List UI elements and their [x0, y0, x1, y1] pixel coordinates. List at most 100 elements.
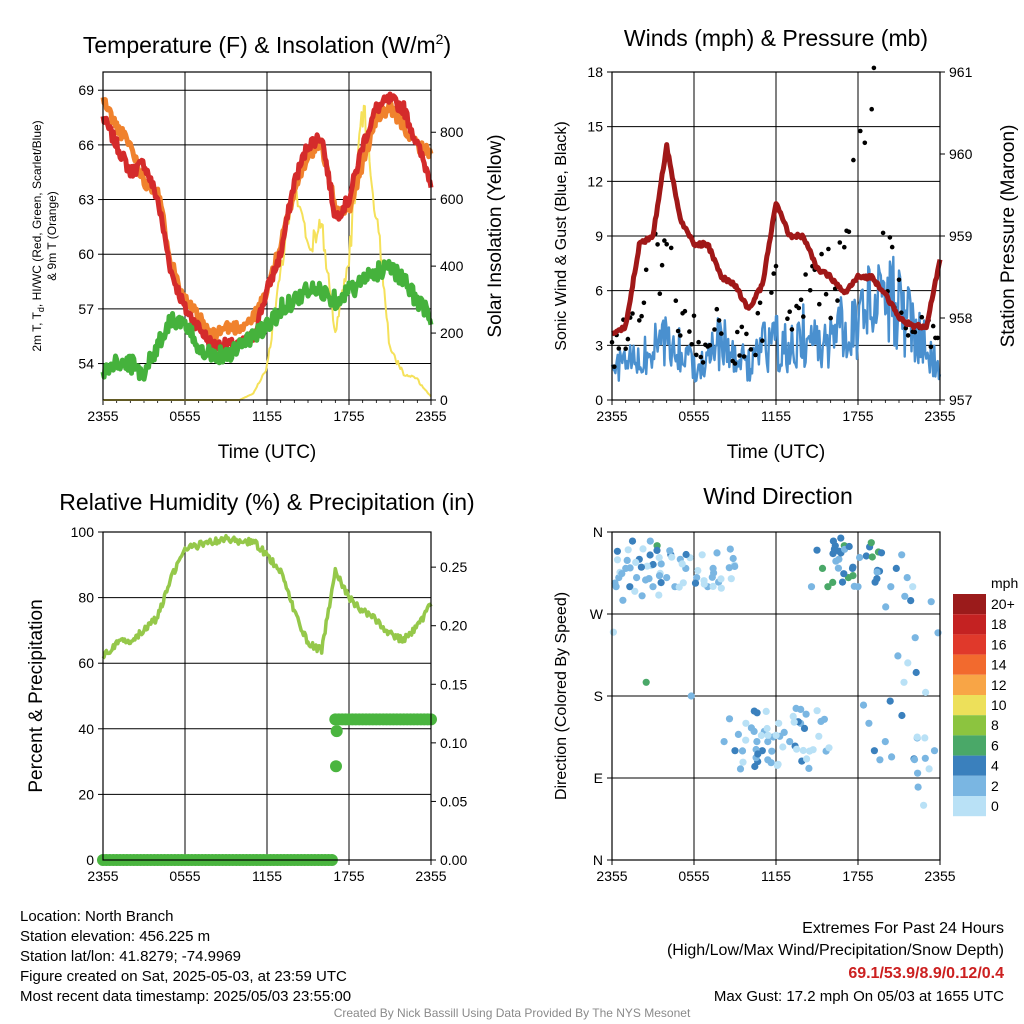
direction-point — [767, 759, 775, 767]
direction-point — [914, 769, 922, 777]
direction-point — [904, 659, 912, 667]
gust-point — [625, 336, 631, 342]
y2-tick-label: 200 — [440, 325, 464, 341]
y-axis-label: Sonic Wind & Gust (Blue, Black) — [553, 121, 570, 350]
direction-point — [825, 744, 833, 752]
direction-point — [876, 756, 884, 764]
gust-point — [785, 316, 790, 322]
x-axis-label: Time (UTC) — [218, 442, 317, 463]
x-tick-label: 2355 — [415, 868, 446, 884]
direction-point — [709, 582, 717, 591]
y-axis-label: Direction (Colored By Speed) — [553, 592, 570, 800]
direction-point — [913, 733, 921, 741]
gust-point — [801, 314, 806, 319]
colorbar-swatch — [953, 755, 986, 776]
direction-point — [898, 551, 906, 559]
gust-point — [737, 353, 742, 358]
y-tick-label: 9 — [595, 228, 603, 244]
colorbar-swatch — [953, 594, 986, 615]
y-tick-label: 18 — [587, 64, 603, 80]
panel-title: Wind Direction — [703, 483, 853, 509]
direction-point — [800, 724, 809, 733]
direction-point — [663, 574, 671, 582]
gust-point — [659, 262, 665, 268]
gust-point — [716, 318, 722, 323]
direction-point — [802, 710, 810, 718]
gust-point — [664, 242, 669, 247]
gust-point — [828, 315, 833, 321]
y-tick-label: 57 — [78, 301, 94, 317]
direction-point — [849, 563, 857, 571]
gust-point — [935, 335, 940, 341]
direction-point — [642, 678, 650, 686]
gust-point — [668, 245, 674, 251]
direction-point — [807, 583, 816, 591]
direction-point — [886, 697, 894, 705]
direction-point — [623, 556, 631, 565]
gust-point — [655, 242, 660, 247]
gust-point — [682, 308, 688, 314]
latlon-text: Station lat/lon: 41.8279; -74.9969 — [20, 948, 242, 965]
direction-point — [637, 563, 646, 571]
x-tick-label: 2355 — [596, 868, 627, 884]
x-tick-label: 2355 — [924, 408, 955, 424]
direction-point — [900, 678, 908, 686]
gust-point — [678, 333, 683, 338]
direction-point — [832, 557, 840, 565]
direction-point — [845, 542, 853, 551]
credit-text: Created By Nick Bassill Using Data Provi… — [333, 1006, 691, 1020]
gust-point — [662, 238, 667, 243]
location-text: Location: North Branch — [20, 908, 174, 925]
direction-point — [772, 731, 780, 739]
direction-point — [657, 560, 665, 568]
direction-point — [738, 747, 747, 755]
plot-border — [102, 531, 432, 861]
gust-point — [689, 342, 694, 347]
colorbar-swatch — [953, 695, 986, 716]
gust-point — [616, 346, 622, 351]
y2-tick-label: 959 — [949, 228, 973, 244]
direction-point — [868, 553, 876, 561]
gust-point — [757, 300, 763, 306]
colorbar-label: 20+ — [991, 596, 1015, 612]
y-tick-label: 0 — [86, 852, 94, 868]
gust-point — [871, 65, 877, 71]
direction-point — [813, 546, 821, 554]
x-tick-label: 0555 — [678, 868, 709, 884]
y2-tick-label: 958 — [949, 310, 973, 326]
direction-point — [786, 738, 794, 746]
y2-tick-label: 0.15 — [440, 676, 467, 692]
y-tick-label: 40 — [78, 721, 94, 737]
gust-point — [858, 128, 863, 134]
created-text: Figure created on Sat, 2025-05-03, at 23… — [20, 968, 347, 985]
gust-point — [817, 301, 822, 307]
direction-point — [834, 564, 843, 572]
gust-point — [741, 354, 747, 359]
direction-point — [920, 801, 928, 809]
y-tick-label: N — [593, 852, 603, 868]
x-tick-label: 1755 — [333, 868, 364, 884]
direction-point — [750, 727, 758, 736]
direction-point — [877, 549, 886, 557]
y-tick-label: 0 — [595, 392, 603, 408]
direction-point — [639, 545, 647, 553]
gust-point — [707, 342, 713, 348]
series-line-relative-humidity — [101, 533, 433, 660]
colorbar-label: 18 — [991, 616, 1007, 632]
y-axis-label-line2: & 9m T (Orange) — [45, 191, 59, 281]
extremes-description: (High/Low/Max Wind/Precipitation/Snow De… — [666, 942, 1004, 959]
y-tick-label: N — [593, 524, 603, 540]
gust-point — [687, 329, 692, 334]
direction-point — [646, 537, 654, 545]
gust-point — [837, 240, 843, 245]
gust-point — [851, 157, 856, 163]
colorbar-swatch — [953, 614, 986, 635]
series-line-2m-t — [100, 91, 434, 355]
direction-point — [894, 652, 902, 660]
series-line-td — [100, 258, 434, 382]
direction-point — [618, 570, 626, 578]
x-tick-label: 0555 — [169, 408, 200, 424]
gust-point — [912, 329, 918, 335]
gust-point — [842, 244, 847, 250]
gust-point — [641, 300, 647, 306]
